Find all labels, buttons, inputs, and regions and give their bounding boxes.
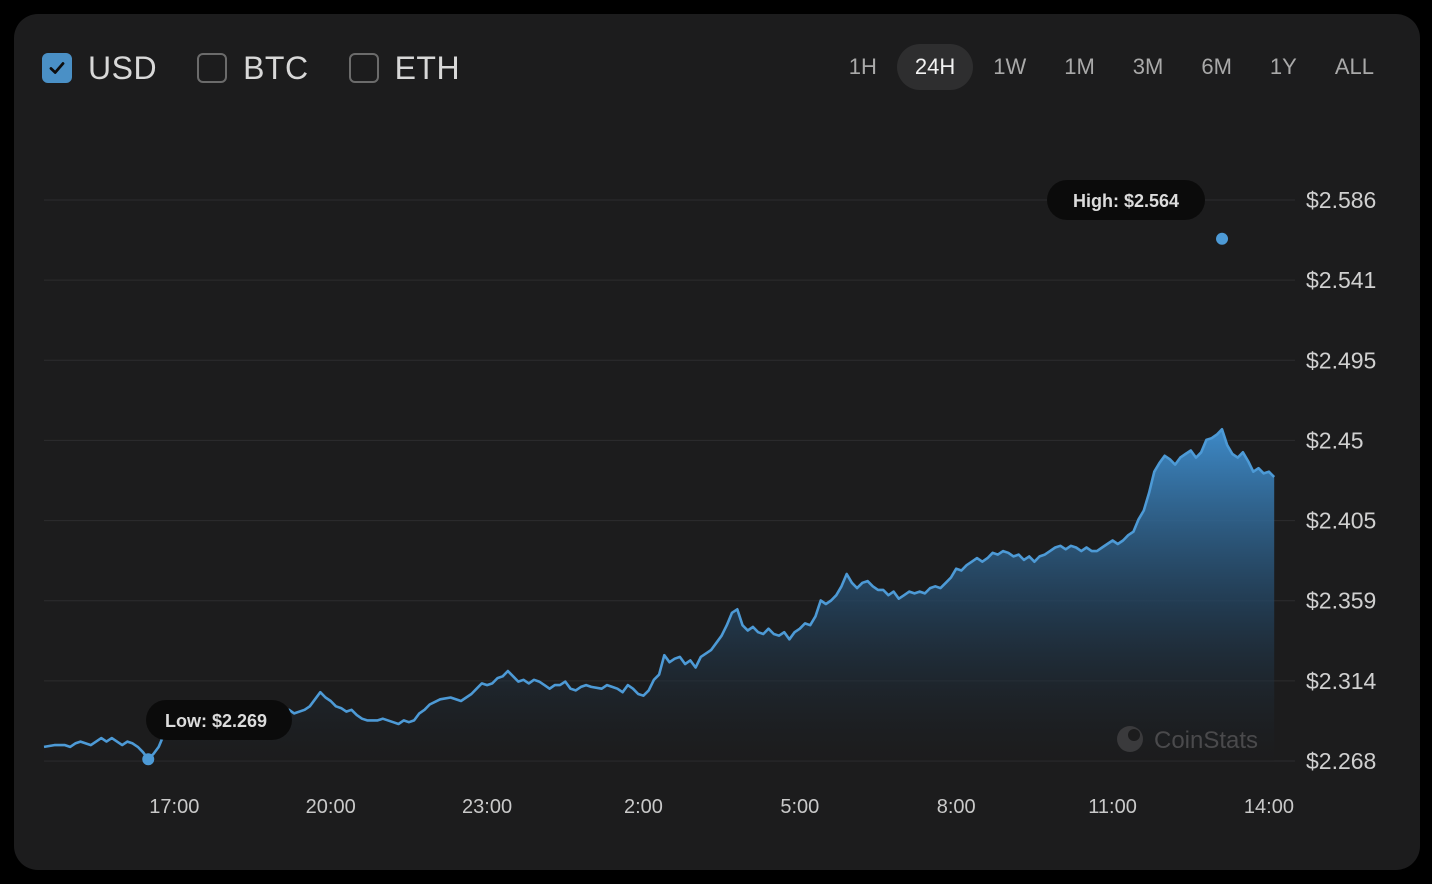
range-24h[interactable]: 24H xyxy=(896,44,974,90)
btc-toggle[interactable]: BTC xyxy=(197,50,309,87)
x-tick-label: 14:00 xyxy=(1244,796,1294,818)
range-1y[interactable]: 1Y xyxy=(1269,54,1297,79)
x-tick-label: 2:00 xyxy=(624,796,663,818)
eth-checkbox[interactable] xyxy=(348,53,379,83)
y-tick-label: $2.495 xyxy=(1306,347,1376,373)
y-tick-label: $2.359 xyxy=(1306,588,1376,614)
range-1h[interactable]: 1H xyxy=(848,54,877,79)
y-tick-label: $2.45 xyxy=(1306,427,1364,453)
range-all[interactable]: ALL xyxy=(1334,54,1374,79)
eth-toggle[interactable]: ETH xyxy=(348,49,461,87)
x-axis-labels: 17:00 20:00 23:00 2:00 5:00 8:00 11:00 14:00 xyxy=(149,796,1294,818)
high-marker: High: $2.564 xyxy=(1047,180,1229,245)
x-tick-label: 23:00 xyxy=(462,796,512,818)
y-tick-label: $2.586 xyxy=(1306,187,1376,213)
y-tick-label: $2.541 xyxy=(1306,267,1376,293)
x-tick-label: 5:00 xyxy=(780,796,819,818)
x-tick-label: 8:00 xyxy=(937,796,976,818)
range-3m[interactable]: 3M xyxy=(1132,54,1164,79)
high-pill xyxy=(1047,180,1205,220)
usd-toggle[interactable]: USD xyxy=(42,50,157,87)
range-1m[interactable]: 1M xyxy=(1064,54,1095,79)
low-marker: Low: $2.269 xyxy=(142,700,292,766)
high-label: High: $2.564 xyxy=(1073,191,1179,211)
btc-label: BTC xyxy=(243,49,309,86)
watermark-text: CoinStats xyxy=(1154,727,1258,754)
currency-toggles: USD BTC ETH xyxy=(42,48,500,88)
x-tick-label: 20:00 xyxy=(306,796,356,818)
high-point xyxy=(1216,232,1229,245)
y-axis-labels: $2.586 $2.541 $2.495 $2.45 $2.405 $2.359 $2.31… xyxy=(1306,187,1377,774)
low-point xyxy=(142,753,155,766)
eth-label: ETH xyxy=(394,49,461,86)
price-area xyxy=(44,429,1275,761)
x-tick-label: 11:00 xyxy=(1088,796,1137,818)
time-range-selector: 1H 24H 1W 1M 3M 6M 1Y ALL xyxy=(829,44,1392,90)
x-tick-label: 17:00 xyxy=(149,796,199,818)
check-icon xyxy=(49,62,65,74)
range-1w[interactable]: 1W xyxy=(993,54,1027,79)
y-tick-label: $2.268 xyxy=(1306,748,1376,774)
low-label: Low: $2.269 xyxy=(165,711,267,731)
coinstats-logo-cutout xyxy=(1128,729,1140,741)
low-pill xyxy=(146,700,292,740)
y-tick-label: $2.314 xyxy=(1306,668,1377,694)
watermark: CoinStats xyxy=(1117,726,1258,754)
btc-checkbox[interactable] xyxy=(197,53,228,83)
usd-checkbox[interactable] xyxy=(42,53,72,83)
y-tick-label: $2.405 xyxy=(1306,508,1376,534)
range-6m[interactable]: 6M xyxy=(1201,54,1232,79)
usd-label: USD xyxy=(88,49,158,86)
